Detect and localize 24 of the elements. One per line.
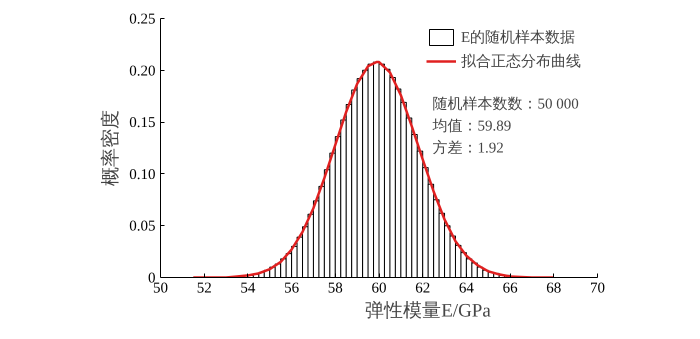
annotation: 均值：59.89 — [432, 118, 512, 134]
y-tick-label: 0.05 — [129, 218, 156, 235]
x-tick-label: 60 — [372, 280, 386, 296]
x-axis-title: 弹性模量E/GPa — [365, 300, 492, 322]
x-tick-label: 70 — [590, 280, 605, 296]
x-tick-label: 62 — [415, 280, 430, 296]
x-tick-label: 58 — [328, 280, 343, 296]
x-tick-label: 68 — [546, 280, 562, 296]
x-tick-label: 64 — [458, 280, 474, 296]
y-tick-label: 0.20 — [129, 63, 156, 80]
x-tick-label: 54 — [240, 280, 256, 296]
y-tick-label: 0 — [148, 270, 156, 286]
annotation: 方差：1.92 — [432, 140, 504, 156]
y-tick-label: 0.25 — [129, 12, 156, 28]
y-axis-title: 概率密度 — [99, 110, 122, 186]
x-tick-label: 56 — [284, 280, 300, 296]
x-tick-label: 50 — [153, 280, 168, 296]
y-tick-label: 0.15 — [129, 115, 156, 132]
legend-label: E的随机样本数据 — [461, 28, 576, 46]
x-tick-label: 52 — [196, 280, 212, 296]
annotation: 随机样本数数：50 000 — [432, 96, 579, 112]
legend-label: 拟合正态分布曲线 — [461, 52, 581, 70]
y-tick-label: 0.10 — [129, 166, 156, 183]
x-tick-label: 66 — [502, 280, 518, 296]
